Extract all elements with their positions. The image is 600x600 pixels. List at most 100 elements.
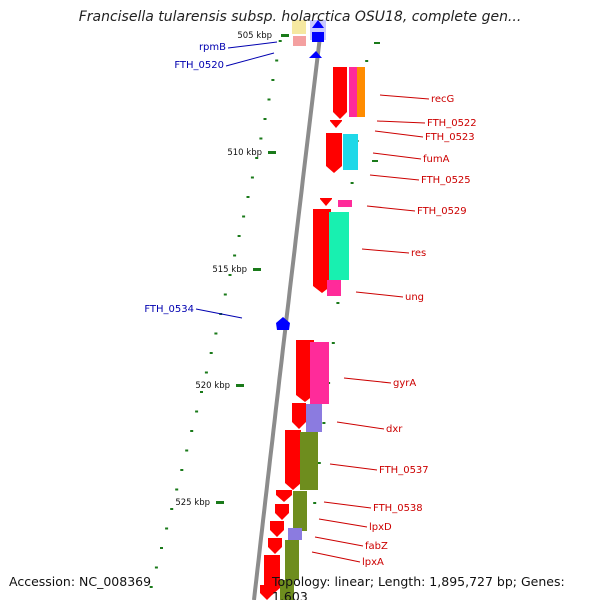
track-dot xyxy=(263,118,267,120)
label-leader-line xyxy=(366,205,416,212)
gene-block xyxy=(357,67,365,117)
track-dot xyxy=(165,527,169,530)
gene-label-res: res xyxy=(411,248,426,259)
track-dot xyxy=(209,352,213,354)
gene-arrow xyxy=(326,133,342,173)
kbp-tick-label: 505 kbp xyxy=(237,31,272,41)
track-dot xyxy=(365,60,369,62)
gene-label-fabz: fabZ xyxy=(365,541,388,552)
label-leader-line xyxy=(361,248,410,254)
gene-arrow xyxy=(292,403,306,429)
gene-block xyxy=(293,491,307,531)
gene-label-fth-0522: FTH_0522 xyxy=(427,118,477,129)
label-leader-line xyxy=(372,152,422,160)
gene-arrow xyxy=(285,430,301,490)
gene-label-fth-0520: FTH_0520 xyxy=(174,60,224,71)
gene-label-fth-0537: FTH_0537 xyxy=(379,465,429,476)
label-leader-line xyxy=(329,463,378,471)
gene-label-fth-0534: FTH_0534 xyxy=(144,304,194,315)
track-dot xyxy=(170,508,174,510)
track-dot xyxy=(246,196,250,198)
track-dot xyxy=(374,42,380,44)
gene-arrow xyxy=(270,521,284,537)
track-dot xyxy=(175,488,179,491)
track-dot xyxy=(313,502,317,504)
gene-arrow xyxy=(276,490,292,502)
track-dot xyxy=(242,215,246,218)
gene-label-ung: ung xyxy=(405,292,424,303)
label-leader-line xyxy=(314,536,364,547)
gene-block xyxy=(349,67,357,117)
track-dot xyxy=(250,176,254,179)
kbp-tick-label: 525 kbp xyxy=(175,498,210,508)
genome-summary-text: Topology: linear; Length: 1,895,727 bp; … xyxy=(272,574,565,600)
gene-block xyxy=(300,432,318,490)
kbp-tick-mark xyxy=(216,501,224,504)
gene-label-fth-0538: FTH_0538 xyxy=(373,503,423,514)
gene-block xyxy=(306,404,322,432)
gene-block xyxy=(285,540,299,580)
gene-label-rpmb: rpmB xyxy=(199,42,226,53)
track-dot xyxy=(255,157,259,159)
gene-label-gyra: gyrA xyxy=(393,378,416,389)
track-dot xyxy=(278,40,282,42)
gene-block xyxy=(312,32,324,42)
track-dot xyxy=(180,469,184,471)
label-leader-line xyxy=(227,41,278,49)
track-dot xyxy=(336,302,340,304)
track-dot xyxy=(233,254,237,257)
gene-block xyxy=(280,580,294,600)
gene-arrow xyxy=(320,198,332,206)
gene-block xyxy=(343,134,358,170)
label-leader-line xyxy=(318,518,368,528)
track-dot xyxy=(190,430,194,432)
track-dot xyxy=(259,137,263,140)
gene-block xyxy=(310,342,329,404)
accession-text: Accession: NC_008369 xyxy=(9,574,152,589)
track-dot xyxy=(223,293,227,296)
gene-label-lpxd: lpxD xyxy=(369,522,392,533)
gene-block xyxy=(293,36,306,46)
map-title: Francisella tularensis subsp. holarctica… xyxy=(78,9,522,25)
label-leader-line xyxy=(323,501,372,509)
gene-arrow xyxy=(313,209,331,293)
gene-arrow xyxy=(276,317,290,330)
label-leader-line xyxy=(379,94,430,100)
track-dot xyxy=(372,160,378,162)
track-dot xyxy=(331,342,335,344)
track-dot xyxy=(228,274,232,276)
track-dot xyxy=(195,410,199,413)
gene-arrow xyxy=(296,340,314,402)
kbp-tick-label: 510 kbp xyxy=(227,148,262,158)
gene-arrow xyxy=(268,538,282,554)
gene-arrow xyxy=(309,51,322,58)
kbp-tick-mark xyxy=(268,151,276,154)
gene-arrow xyxy=(275,504,289,520)
track-dot xyxy=(271,79,275,81)
track-dot xyxy=(154,566,158,569)
genome-backbone xyxy=(252,19,324,600)
label-leader-line xyxy=(336,421,385,430)
gene-label-fth-0529: FTH_0529 xyxy=(417,206,467,217)
kbp-tick-mark xyxy=(236,384,244,387)
label-leader-line xyxy=(369,174,420,181)
gene-label-lpxa: lpxA xyxy=(362,557,384,568)
track-dot xyxy=(350,182,354,184)
gene-label-dxr: dxr xyxy=(386,424,403,435)
label-leader-line xyxy=(311,551,361,563)
track-dot xyxy=(185,449,189,452)
track-dot xyxy=(200,391,203,393)
track-dot xyxy=(160,547,163,549)
track-dot xyxy=(275,59,279,62)
label-leader-line xyxy=(195,308,243,319)
track-dot xyxy=(214,332,218,335)
gene-block xyxy=(292,20,306,34)
track-dot xyxy=(149,586,153,588)
track-dot xyxy=(322,422,326,424)
gene-label-fuma: fumA xyxy=(423,154,450,165)
gene-arrow xyxy=(260,585,274,600)
track-dot xyxy=(317,462,321,464)
label-leader-line xyxy=(355,291,404,298)
kbp-tick-label: 520 kbp xyxy=(195,381,230,391)
